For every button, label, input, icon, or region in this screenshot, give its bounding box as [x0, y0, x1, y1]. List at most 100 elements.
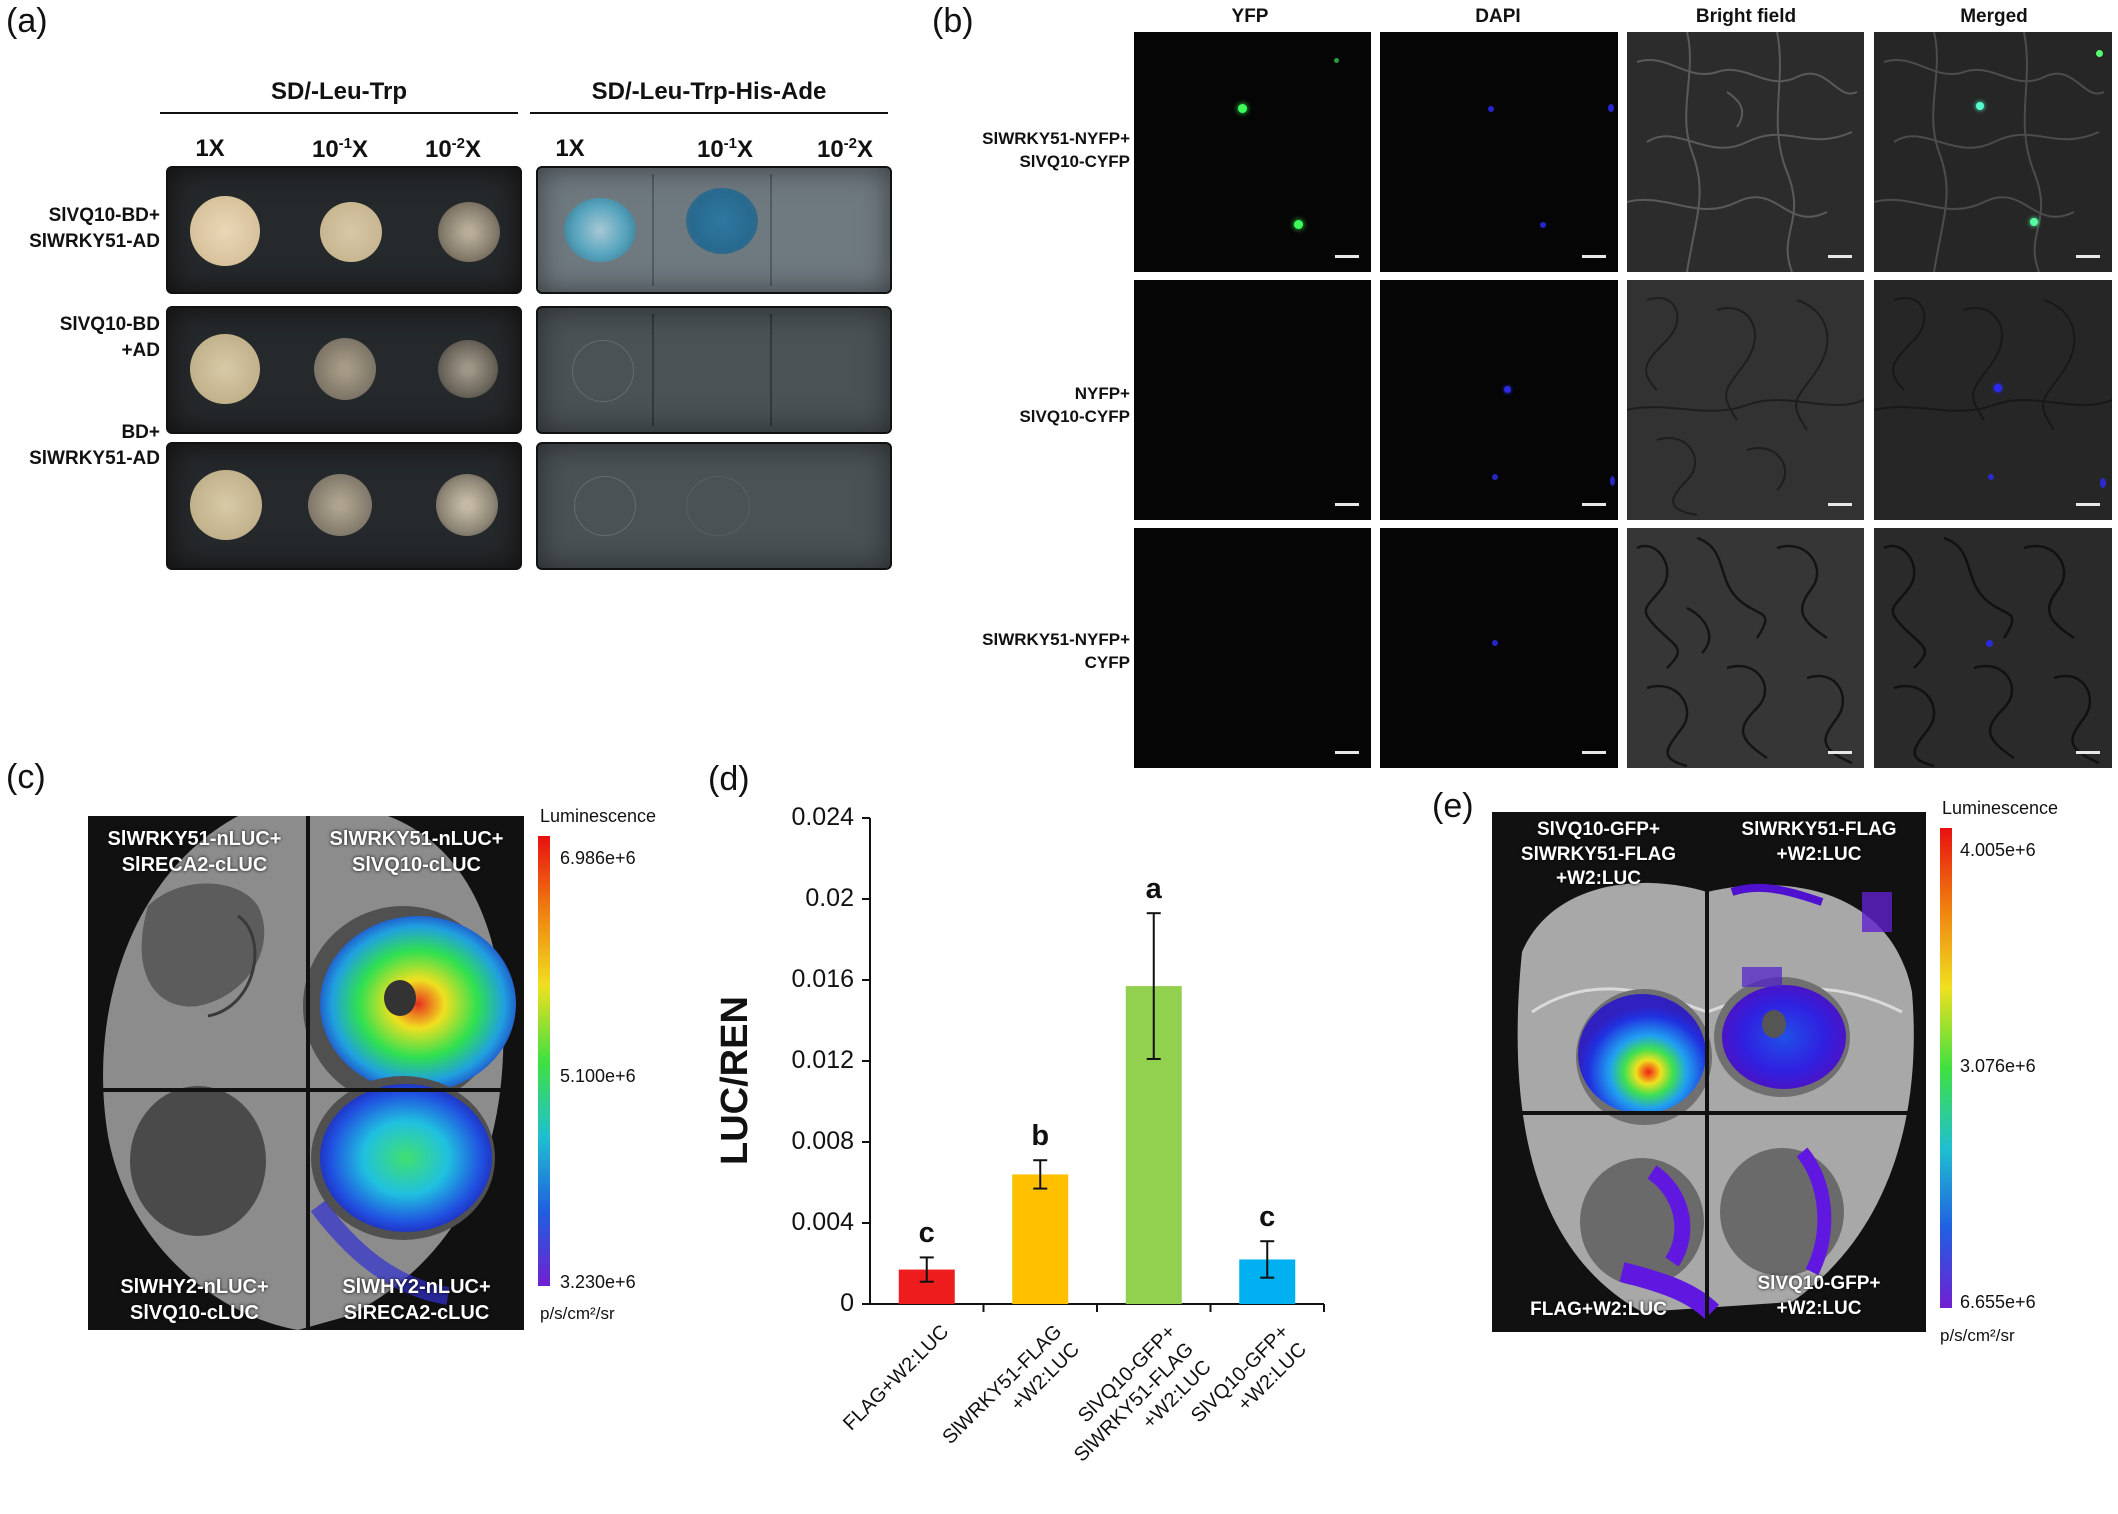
colorbar-min-e: 6.655e+6 [1960, 1292, 2036, 1312]
quadrant-label-e-4: SlVQ10-GFP+ +W2:LUC [1757, 1273, 1881, 1319]
leaf-luminescence-c [88, 816, 524, 1330]
yeast-colony [438, 202, 500, 262]
significance-letter: b [1031, 1120, 1050, 1153]
panel-b-letter: (b) [932, 2, 974, 40]
merged-signal [2100, 478, 2106, 488]
dapi-nucleus [1492, 474, 1498, 480]
plate-divider [770, 314, 772, 426]
yeast-plate-sd-row1 [166, 166, 522, 294]
significance-letter: a [1145, 873, 1162, 906]
micrograph-bright-field-row1 [1627, 32, 1864, 272]
yfp-signal [1238, 104, 1247, 113]
scale-bar [1335, 503, 1359, 506]
micrograph-dapi-row3 [1380, 528, 1618, 768]
yeast-row-label-2: SlVQ10-BD +AD [59, 314, 160, 361]
cell-outlines [1883, 536, 2100, 768]
yeast-colony [438, 340, 498, 398]
quadrant-label-c-3: SlWHY2-nLUC+ SlVQ10-cLUC [120, 1276, 269, 1324]
colorbar-c [538, 836, 550, 1286]
header-sd-leu-trp-his-ade: SD/-Leu-Trp-His-Ade [591, 78, 827, 105]
micrograph-dapi-row1 [1380, 32, 1618, 272]
column-header-yfp: YFP [1231, 6, 1269, 27]
y-axis-label: LUC/REN [714, 996, 756, 1165]
leaf-luminescence-e [1492, 812, 1926, 1332]
scale-bar [2076, 503, 2100, 506]
cell-outlines [1636, 536, 1853, 768]
dilution-label: 10-2X [424, 135, 482, 163]
merged-signal [1994, 384, 2002, 392]
yeast-colony [314, 338, 376, 400]
luc-ren-bar-chart [862, 817, 1325, 1312]
y-tick-label: 0.004 [791, 1208, 854, 1236]
column-header-merged: Merged [1960, 6, 2028, 27]
colorbar-max-c: 6.986e+6 [560, 848, 636, 868]
merged-signal [1986, 640, 1993, 647]
yeast-row-label-1: SlVQ10-BD+ SlWRKY51-AD [29, 205, 160, 252]
quadrant-label-c-2: SlWRKY51-nLUC+ SlVQ10-cLUC [329, 828, 504, 876]
yeast-colony-faint [574, 476, 636, 536]
panel-e-letter: (e) [1432, 787, 1474, 825]
yeast-plate-sd-row3 [166, 442, 522, 570]
quadrant-label-e-3: FLAG+W2:LUC [1530, 1299, 1667, 1320]
dilution-label: 1X [555, 135, 585, 162]
y-tick-label: 0.024 [791, 803, 854, 831]
y-tick-label: 0.016 [791, 965, 854, 993]
colorbar-unit-e: p/s/cm²/sr [1940, 1326, 2015, 1345]
leaf-image-e: SlVQ10-GFP+ SlWRKY51-FLAG +W2:LUC SlWRKY51… [1492, 812, 1926, 1332]
merged-signal [1976, 102, 1984, 110]
significance-letter: c [1259, 1201, 1276, 1234]
scale-bar [1582, 255, 1606, 258]
dapi-nucleus [1488, 106, 1494, 112]
plate-divider [770, 174, 772, 286]
colorbar-e [1940, 828, 1952, 1308]
micrograph-bright-field-row2 [1627, 280, 1864, 520]
yeast-colony-faint [572, 340, 634, 402]
dapi-nucleus [1504, 386, 1511, 393]
yeast-colony-blue [686, 188, 758, 254]
header-line-right [530, 112, 888, 114]
significance-letter: c [918, 1217, 935, 1250]
yeast-colony [320, 202, 382, 262]
header-sd-leu-trp: SD/-Leu-Trp [271, 78, 407, 105]
colorbar-max-e: 4.005e+6 [1960, 840, 2036, 860]
panel-d-letter: (d) [708, 760, 750, 798]
yeast-colony [190, 196, 260, 266]
micrograph-bright-field-row3 [1627, 528, 1864, 768]
column-header-bright-field: Bright field [1695, 6, 1797, 27]
scale-bar [1335, 255, 1359, 258]
bifc-row-label-2: NYFP+ SlVQ10-CYFP [1019, 384, 1130, 426]
micrograph-merged-row1 [1874, 32, 2112, 272]
bifc-row-label-1: SlWRKY51-NYFP+ SlVQ10-CYFP [982, 129, 1130, 171]
yeast-colony [190, 334, 260, 404]
micrograph-yfp-row3 [1134, 528, 1371, 768]
column-header-dapi: DAPI [1475, 6, 1521, 27]
yeast-colony [308, 474, 372, 536]
scale-bar [1335, 751, 1359, 754]
merged-signal [2030, 218, 2038, 226]
leaf-image-c: SlWRKY51-nLUC+ SlRECA2-cLUC SlWRKY51-nLUC… [88, 816, 524, 1330]
y-tick-label: 0.008 [791, 1127, 854, 1155]
yeast-plate-qdo-row1 [536, 166, 892, 294]
y-tick-label: 0 [840, 1289, 854, 1317]
yfp-signal [1294, 220, 1303, 229]
colorbar-title-c: Luminescence [540, 806, 657, 826]
scale-bar [1828, 751, 1852, 754]
cell-outlines [1874, 297, 2112, 431]
yeast-colony [436, 474, 498, 536]
yeast-colony-faint [686, 476, 750, 536]
bar [1012, 1174, 1069, 1304]
scale-bar [1582, 503, 1606, 506]
scale-bar [1828, 503, 1852, 506]
y-tick-label: 0.012 [791, 1046, 854, 1074]
colorbar-unit-c: p/s/cm²/sr [540, 1304, 615, 1323]
panel-a-letter: (a) [6, 2, 48, 40]
yeast-colony [190, 470, 262, 540]
header-line-left [160, 112, 518, 114]
scale-bar [1582, 751, 1606, 754]
colorbar-min-c: 3.230e+6 [560, 1272, 636, 1292]
dilution-label: 1X [195, 135, 225, 162]
bifc-row-label-3: SlWRKY51-NYFP+ CYFP [982, 630, 1130, 672]
micrograph-merged-row3 [1874, 528, 2112, 768]
dilution-label: 10-2X [816, 135, 874, 163]
micrograph-yfp-row1 [1134, 32, 1371, 272]
